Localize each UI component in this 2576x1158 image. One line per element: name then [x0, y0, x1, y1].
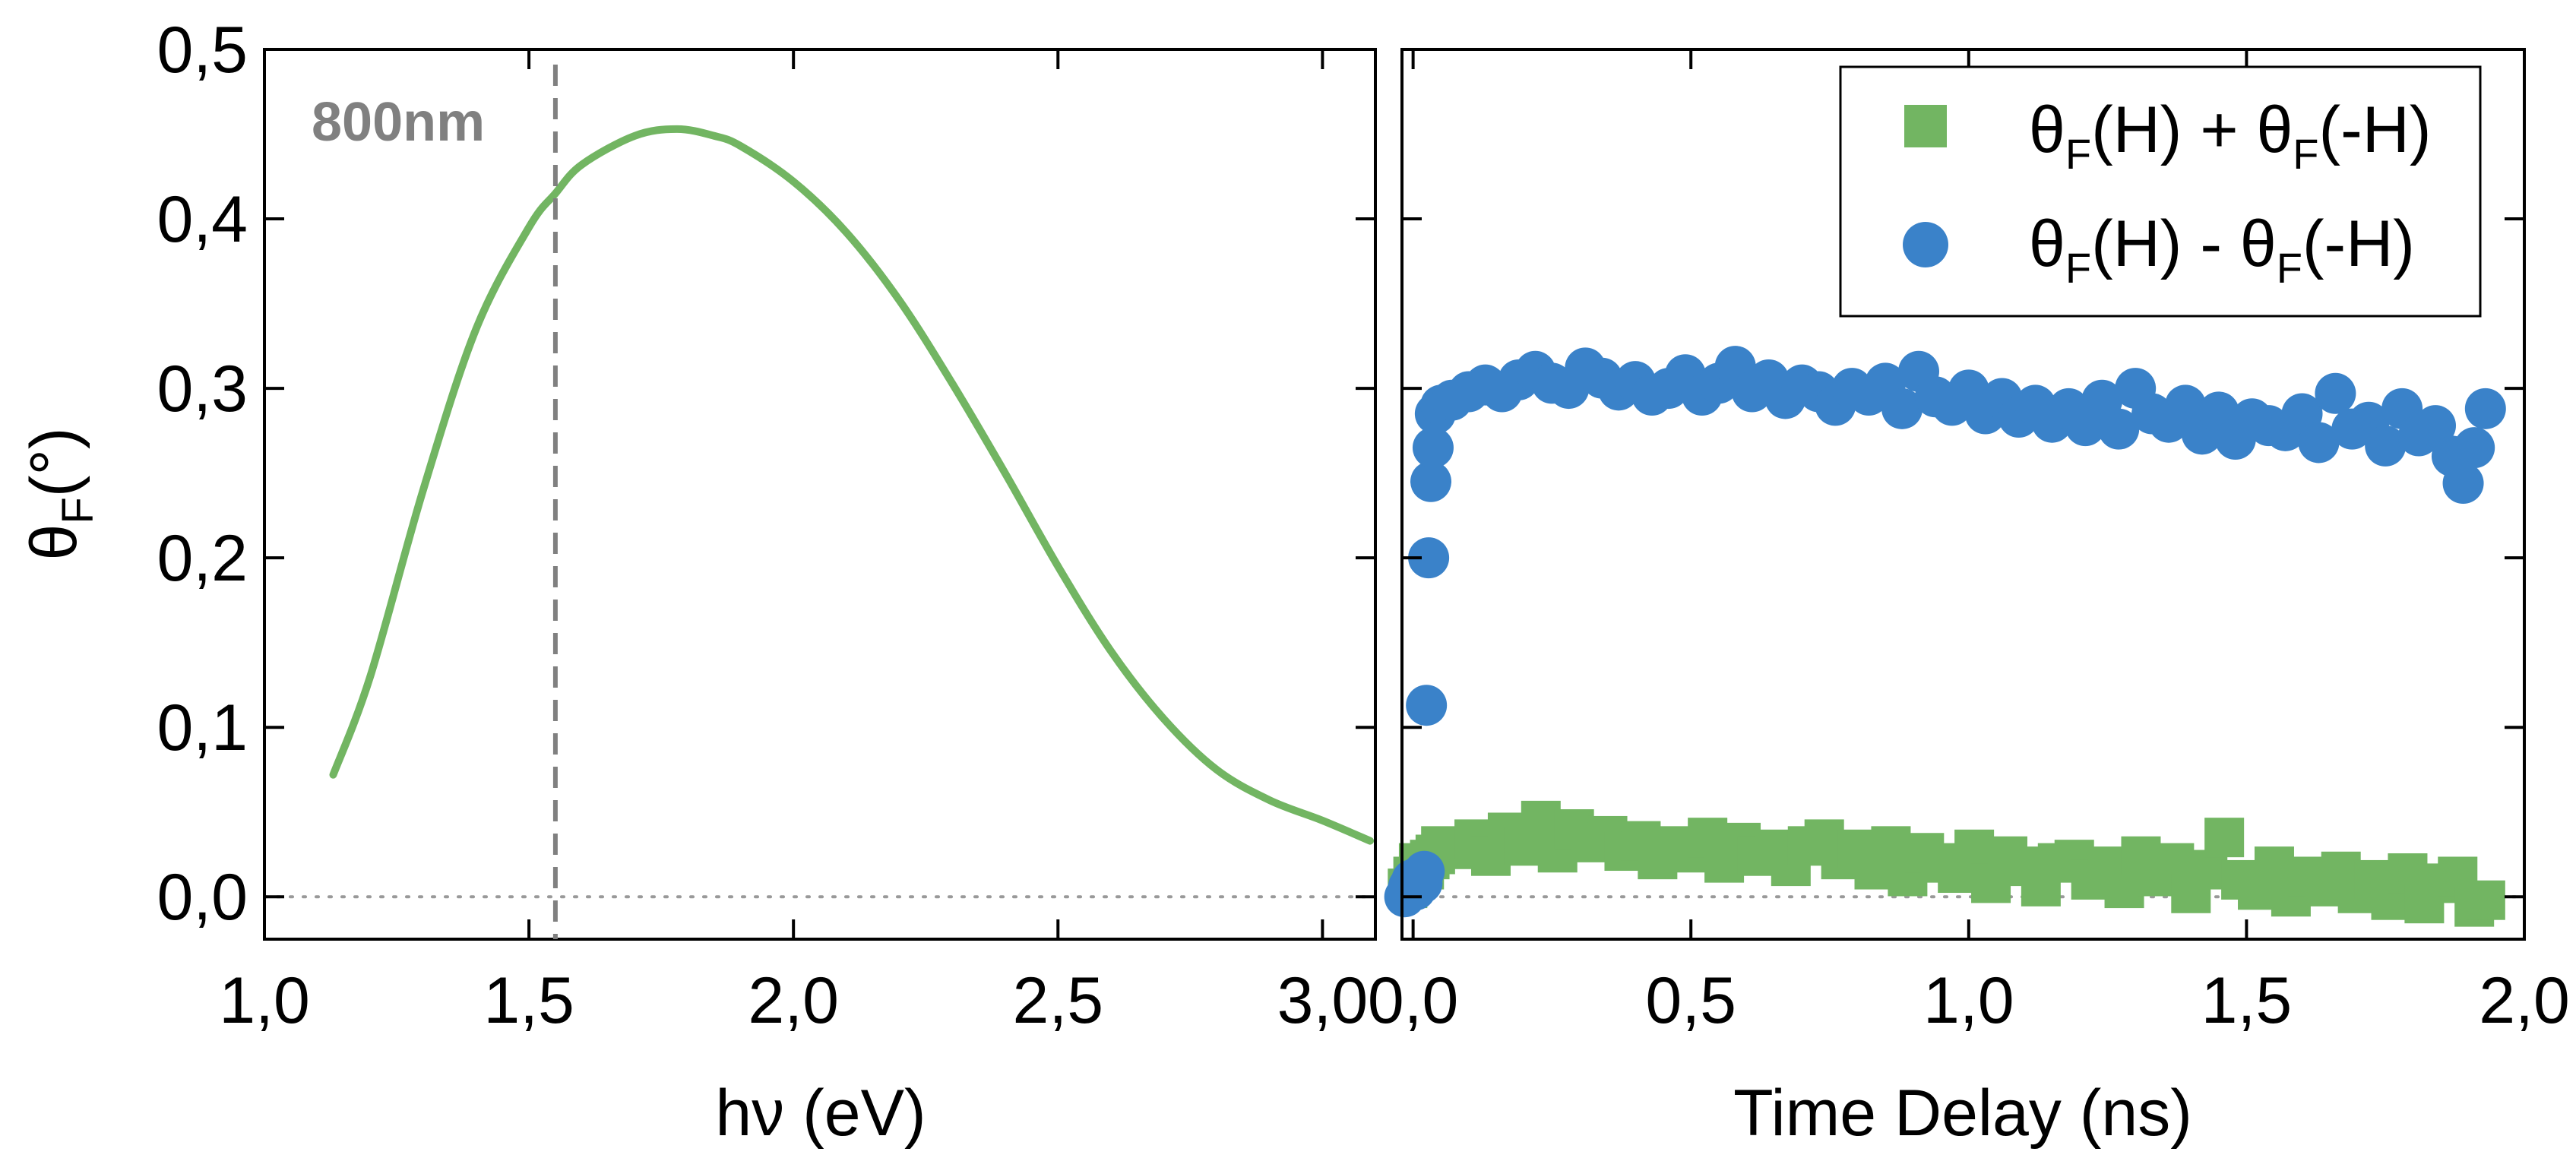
difference-data-point — [1412, 427, 1454, 469]
right-panel: 0,0 0,5 1,0 1,5 2,0 θF(H) + θF(-H) θF(H) - θ… — [1368, 48, 2570, 1037]
left-y-tick-label: 0,5 — [157, 14, 248, 87]
sum-data-point — [2204, 818, 2245, 858]
x-axis-label-left: hν (eV) — [715, 1077, 926, 1150]
difference-data-point — [1406, 685, 1448, 726]
left-x-tick-label: 3,0 — [1277, 964, 1369, 1037]
difference-data-point — [1404, 850, 1445, 892]
right-x-tick-label: 1,5 — [2201, 964, 2293, 1037]
legend-marker-square — [1904, 105, 1947, 147]
sum-data-point — [1954, 829, 1995, 869]
right-series — [1384, 346, 2506, 927]
difference-data-point — [2442, 463, 2484, 505]
difference-data-point — [1881, 388, 1923, 429]
difference-data-point — [2298, 422, 2340, 464]
left-y-tick-label: 0,0 — [157, 861, 248, 934]
annotation-800nm: 800nm — [312, 65, 558, 939]
right-x-tick-label: 1,0 — [1923, 964, 2014, 1037]
left-x-tick-label: 2,0 — [748, 964, 839, 1037]
x-axis-label-right: Time Delay (ns) — [1733, 1077, 2192, 1150]
left-axes-frame — [263, 48, 1377, 941]
left-y-tick-label: 0,2 — [157, 522, 248, 595]
left-y-tick-label: 0,1 — [157, 691, 248, 764]
legend-entry-difference: θF(H) - θF(-H) — [2029, 207, 2415, 292]
difference-data-point — [2315, 372, 2356, 414]
left-y-tick-label: 0,3 — [157, 353, 248, 426]
left-panel: 1,0 1,5 2,0 2,5 3,0 0,0 0,1 0,2 0,3 0,4 0,5 800nm — [157, 14, 1377, 1037]
left-y-tick-label: 0,4 — [157, 183, 248, 256]
left-ticks: 1,0 1,5 2,0 2,5 3,0 0,0 0,1 0,2 0,3 0,4 0,5 — [157, 14, 1375, 1037]
right-axes-frame — [1400, 48, 2526, 941]
difference-data-point — [2098, 408, 2140, 450]
legend-entry-sum: θF(H) + θF(-H) — [2029, 93, 2432, 178]
difference-data-point — [2415, 405, 2457, 447]
right-ticks: 0,0 0,5 1,0 1,5 2,0 — [1368, 48, 2570, 1037]
difference-data-point — [2464, 388, 2506, 429]
annotation-label: 800nm — [312, 92, 485, 153]
right-x-tick-label: 2,0 — [2479, 964, 2570, 1037]
left-x-tick-label: 1,5 — [483, 964, 574, 1037]
sum-data-point — [2465, 880, 2505, 920]
difference-data-point — [2454, 427, 2495, 469]
right-x-tick-label: 0,0 — [1368, 964, 1459, 1037]
left-series — [329, 125, 1375, 845]
legend: θF(H) + θF(-H) θF(H) - θF(-H) — [1839, 65, 2482, 318]
difference-data-point — [1408, 537, 1450, 579]
y-axis-label: θF(°) — [17, 428, 103, 561]
legend-marker-circle — [1903, 222, 1948, 267]
faraday-rotation-curve — [329, 125, 1375, 845]
legend-box — [1839, 65, 2482, 318]
left-x-tick-label: 2,5 — [1013, 964, 1104, 1037]
difference-data-point — [1410, 460, 1452, 502]
right-x-tick-label: 0,5 — [1645, 964, 1736, 1037]
left-x-tick-label: 1,0 — [219, 964, 310, 1037]
difference-data-point — [2365, 425, 2407, 467]
